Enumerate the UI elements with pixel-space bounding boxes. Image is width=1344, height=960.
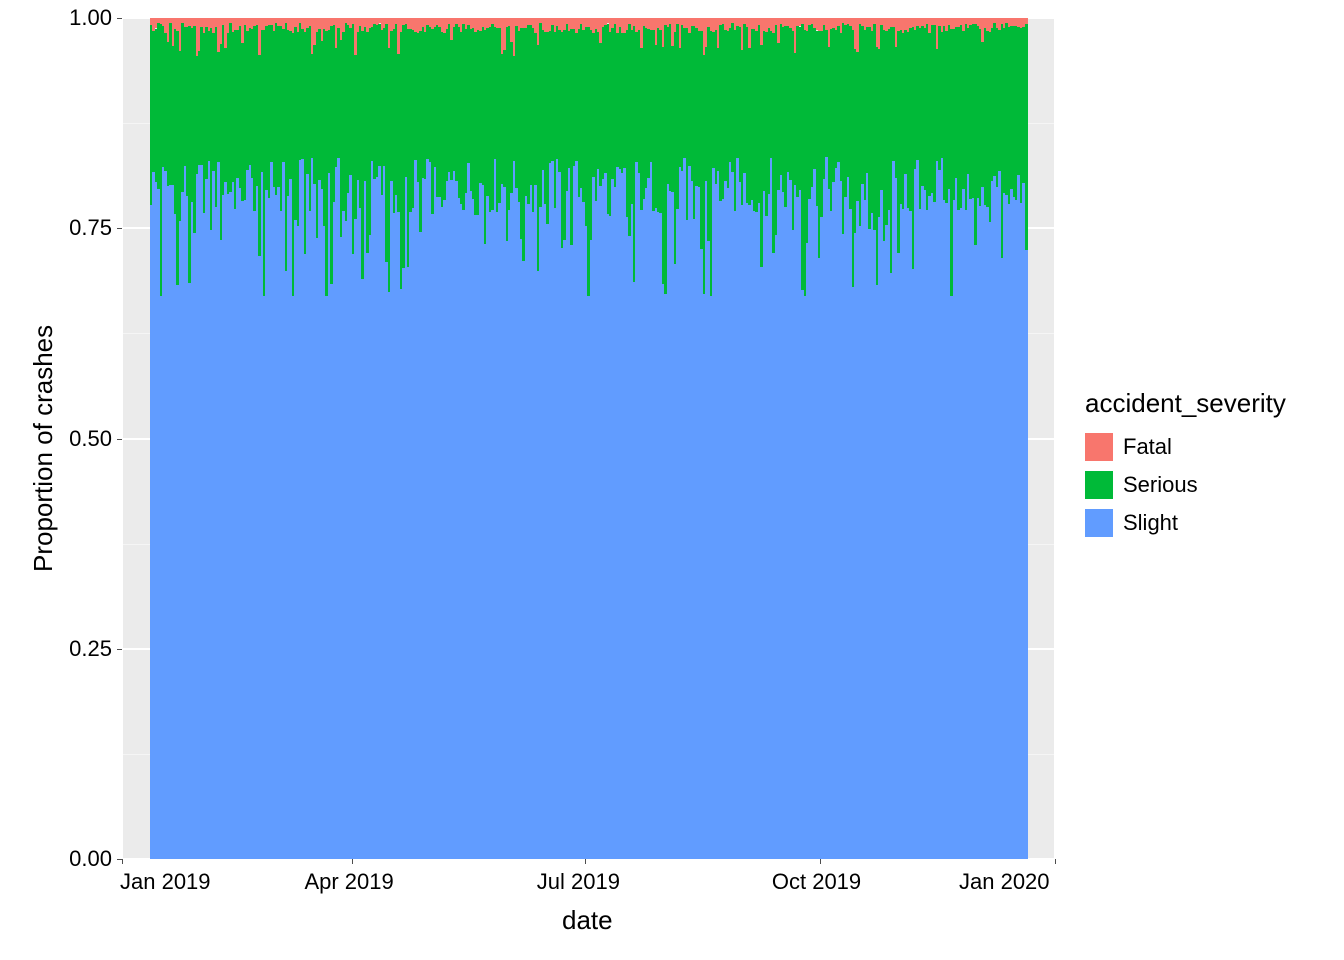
x-tick bbox=[352, 859, 353, 864]
legend-swatch bbox=[1085, 433, 1113, 461]
x-axis-title: date bbox=[562, 905, 613, 936]
legend-swatch bbox=[1085, 509, 1113, 537]
y-axis-title: Proportion of crashes bbox=[28, 325, 59, 572]
legend-items: Fatal Serious Slight bbox=[1085, 433, 1286, 537]
legend-label: Slight bbox=[1123, 510, 1178, 536]
y-tick bbox=[117, 439, 122, 440]
chart-container: 0.00 0.25 0.50 0.75 1.00 Jan 2019 Apr 2019 Jul… bbox=[0, 0, 1344, 960]
bars-layer bbox=[122, 18, 1055, 859]
y-tick-label: 0.75 bbox=[69, 215, 112, 241]
legend-item: Serious bbox=[1085, 471, 1286, 499]
legend-label: Fatal bbox=[1123, 434, 1172, 460]
legend-item: Fatal bbox=[1085, 433, 1286, 461]
y-tick-label: 0.00 bbox=[69, 846, 112, 872]
y-tick bbox=[117, 18, 122, 19]
legend-title: accident_severity bbox=[1085, 388, 1286, 419]
x-tick-label: Apr 2019 bbox=[304, 869, 393, 895]
bar-slight bbox=[1025, 250, 1028, 859]
bar-serious bbox=[1025, 24, 1028, 250]
x-tick-label: Jul 2019 bbox=[537, 869, 620, 895]
bar-fatal bbox=[1025, 18, 1028, 24]
y-tick-label: 1.00 bbox=[69, 5, 112, 31]
y-tick bbox=[117, 228, 122, 229]
legend-swatch bbox=[1085, 471, 1113, 499]
x-tick bbox=[122, 859, 123, 864]
legend-item: Slight bbox=[1085, 509, 1286, 537]
legend: accident_severity Fatal Serious Slight bbox=[1085, 388, 1286, 547]
x-tick bbox=[820, 859, 821, 864]
x-tick bbox=[1055, 859, 1056, 864]
y-tick-label: 0.50 bbox=[69, 426, 112, 452]
y-tick-label: 0.25 bbox=[69, 636, 112, 662]
x-tick-label: Jan 2020 bbox=[959, 869, 1050, 895]
legend-label: Serious bbox=[1123, 472, 1198, 498]
y-tick bbox=[117, 649, 122, 650]
x-tick-label: Jan 2019 bbox=[120, 869, 211, 895]
x-tick bbox=[585, 859, 586, 864]
x-tick-label: Oct 2019 bbox=[772, 869, 861, 895]
